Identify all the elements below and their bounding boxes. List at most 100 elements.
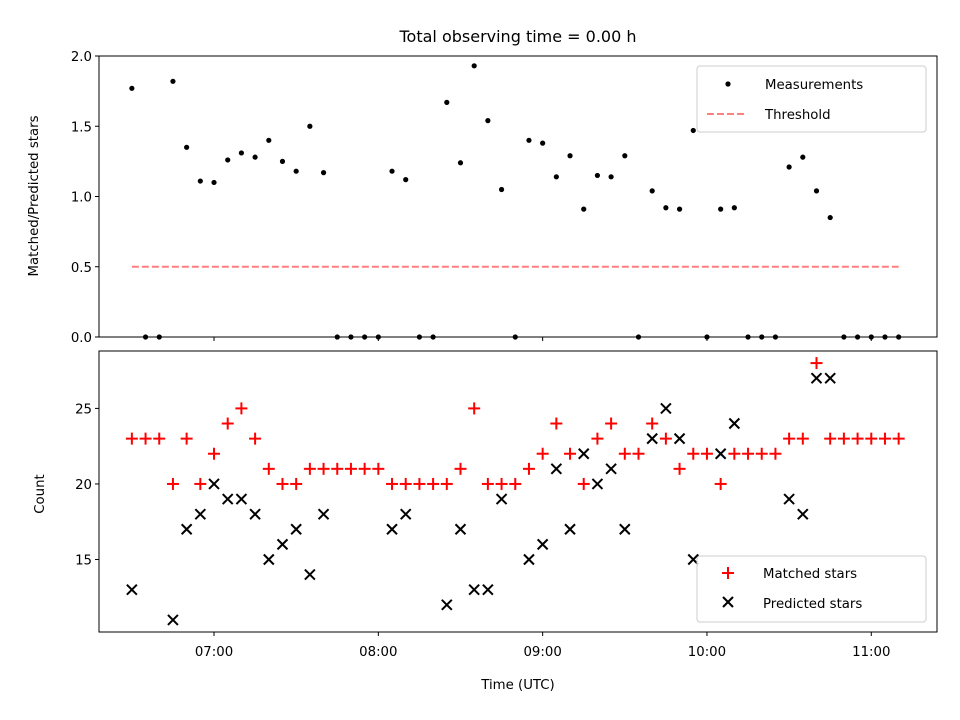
bottom-y-tick-label: 25	[75, 402, 92, 417]
matched-star-point	[878, 432, 891, 445]
matched-star-point	[290, 477, 303, 490]
measurement-point	[362, 334, 368, 340]
measurement-point	[800, 154, 806, 160]
predicted-star-point	[167, 614, 179, 626]
measurement-point	[334, 334, 340, 340]
legend-predicted-marker	[722, 596, 734, 608]
matched-star-point	[577, 477, 590, 490]
measurement-point	[868, 334, 874, 340]
top-legend: Measurements Threshold	[696, 65, 927, 133]
predicted-star-point	[235, 493, 248, 505]
measurement-point	[197, 178, 203, 184]
bottom-x-tick-label: 08:00	[359, 645, 397, 660]
matched-star-point	[180, 432, 193, 445]
measurement-point	[444, 99, 450, 105]
top-y-tick-label: 1.0	[71, 191, 92, 206]
predicted-star-point	[249, 508, 261, 520]
bottom-x-tick-label: 09:00	[523, 645, 561, 660]
measurement-point	[142, 334, 149, 340]
predicted-star-point	[783, 493, 795, 505]
measurement-point	[854, 334, 861, 340]
top-y-tick-label: 0.5	[71, 261, 92, 276]
matched-star-point	[262, 462, 275, 475]
measurement-point	[567, 153, 573, 159]
measurement-point	[526, 137, 532, 143]
measurement-point	[663, 205, 669, 211]
matched-star-point	[372, 462, 385, 475]
measurement-point	[759, 334, 765, 340]
measurement-point	[594, 172, 601, 179]
measurement-point	[540, 140, 546, 146]
predicted-star-point	[673, 432, 686, 445]
predicted-star-point	[441, 599, 453, 611]
matched-star-point	[166, 477, 179, 490]
measurement-point	[841, 334, 847, 340]
matched-star-point	[358, 462, 371, 475]
measurement-point	[279, 158, 286, 164]
matched-star-point	[276, 477, 289, 490]
legend-matched-label: Matched stars	[763, 567, 857, 582]
measurement-point	[731, 205, 737, 211]
predicted-star-point	[468, 583, 480, 596]
matched-star-point	[440, 477, 453, 490]
matched-star-point	[208, 447, 221, 460]
matched-star-point	[618, 447, 631, 460]
legend-threshold-label: Threshold	[764, 108, 831, 123]
matched-star-point	[550, 417, 563, 430]
bottom-legend-box	[696, 555, 927, 623]
matched-star-point	[755, 447, 768, 460]
predicted-star-point	[810, 372, 823, 384]
measurement-point	[512, 334, 518, 340]
top-x-axis	[213, 337, 872, 341]
measurement-point	[293, 168, 299, 174]
measurement-point	[485, 118, 491, 124]
matched-star-point	[865, 432, 878, 445]
measurement-point	[156, 334, 162, 340]
measurement-point	[129, 85, 135, 91]
measurement-point	[211, 179, 217, 186]
predicted-star-point	[386, 523, 398, 535]
matched-star-point	[810, 357, 823, 370]
measurement-point	[676, 206, 683, 212]
matched-star-point	[591, 432, 604, 445]
matched-star-point	[687, 447, 700, 460]
predicted-star-point	[660, 402, 672, 415]
measurement-point	[170, 78, 176, 84]
matched-star-point	[605, 417, 618, 430]
matched-star-point	[386, 477, 399, 490]
matched-star-point	[796, 432, 809, 445]
predicted-star-point	[714, 448, 727, 460]
matched-star-point	[303, 462, 316, 475]
measurement-point	[375, 334, 381, 340]
matched-star-point	[700, 447, 713, 460]
predicted-star-point	[208, 478, 220, 490]
matched-star-point	[413, 477, 426, 490]
predicted-star-point	[646, 432, 658, 445]
matched-star-point	[481, 477, 494, 490]
measurement-point	[649, 188, 655, 194]
predicted-star-point	[536, 538, 549, 551]
bottom-series-layer	[125, 357, 905, 626]
measurement-point	[704, 334, 710, 340]
predicted-star-point	[290, 523, 302, 535]
bottom-legend: Matched stars Predicted stars	[696, 555, 927, 623]
measurement-point	[307, 123, 313, 129]
matched-star-point	[495, 477, 508, 490]
legend-matched-marker	[722, 567, 734, 579]
measurement-point	[252, 154, 258, 160]
predicted-star-point	[126, 583, 138, 596]
legend-measurements-marker	[725, 81, 731, 87]
matched-star-point	[221, 417, 234, 430]
matched-star-point	[769, 447, 782, 460]
bottom-y-axis-label: Count	[33, 474, 48, 514]
bottom-y-axis: 15 20 25	[75, 402, 99, 568]
measurement-point	[320, 170, 327, 176]
bottom-x-tick-label: 07:00	[195, 645, 233, 660]
measurement-point	[184, 144, 190, 150]
measurement-point	[225, 157, 231, 163]
bottom-x-tick-label: 11:00	[852, 645, 890, 660]
matched-star-point	[851, 432, 864, 445]
predicted-star-point	[276, 538, 289, 551]
measurement-point	[389, 168, 395, 174]
predicted-star-point	[564, 523, 576, 535]
